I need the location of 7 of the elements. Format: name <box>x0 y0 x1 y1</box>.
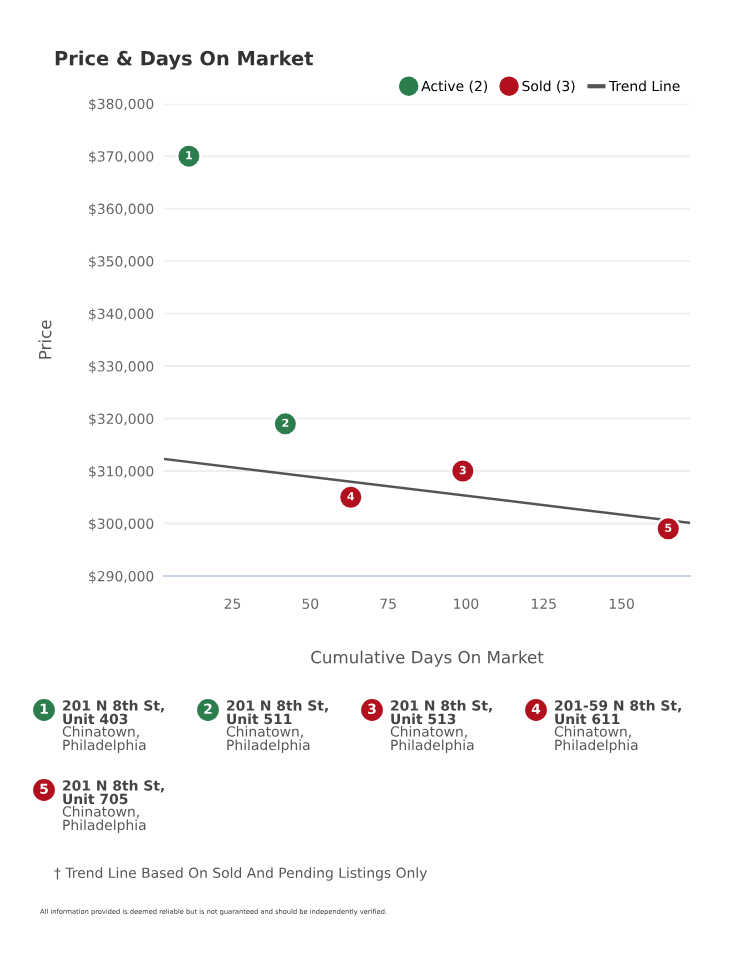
chart-title: Price & Days On Market <box>55 50 314 70</box>
point <box>338 484 364 511</box>
point <box>176 143 202 169</box>
point <box>272 411 299 437</box>
x-axis-title: Cumulative Days On Market <box>311 650 544 667</box>
point <box>655 516 681 542</box>
y-axis-title: Price <box>38 320 52 359</box>
